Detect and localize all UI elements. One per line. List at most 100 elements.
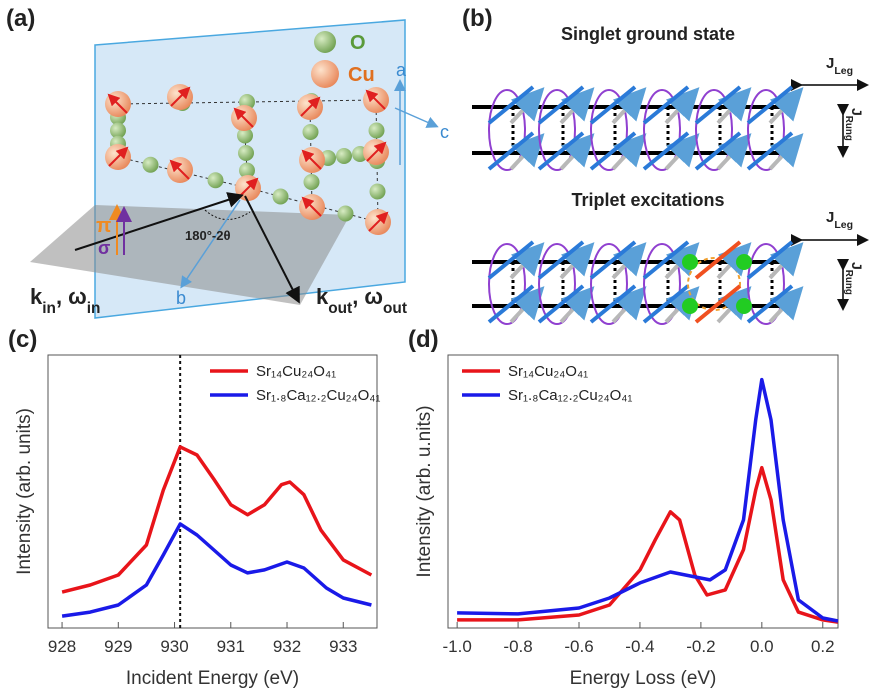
o-atom [110,122,126,139]
omega: ω [364,284,383,309]
x-axis-label: Energy Loss (eV) [570,668,717,689]
x-tick-label: 931 [217,637,245,656]
spin-gray [559,242,595,280]
spin-gray [768,286,804,324]
spin-gray [559,286,595,324]
k-sub: in [42,300,56,317]
spin-blue [589,284,637,324]
omega: ω [68,284,87,309]
x-tick-label: 929 [104,637,132,656]
pi-label: π [96,215,111,237]
x-tick-label: 928 [48,637,76,656]
spin [170,86,191,107]
j-sub: Rung [844,270,855,295]
o-atom [239,162,255,179]
x-tick-label: -1.0 [442,637,471,656]
y-axis-label: Intensity (arb. u.nits) [414,405,435,577]
spin-gray [716,242,752,280]
spinon [736,298,752,314]
legend-label: Sr₁.₈Ca₁₂.₂Cu₂₄O₄₁ [508,387,632,404]
c-axis [394,107,439,128]
axis-c: c [440,122,449,142]
j: J [849,108,865,116]
spin-blue [589,85,637,125]
o-atom [207,172,224,189]
spin [301,149,322,170]
spin [366,141,387,162]
spin-gray [559,87,595,125]
spin-blue [487,284,535,324]
bond [117,99,377,105]
spin-blue [694,240,742,280]
spin-gray [768,87,804,125]
omega-sub: in [87,300,101,317]
spin-blue [642,284,690,324]
legend-label: Sr₁₄Cu₂₄O₄₁ [508,363,588,380]
o-atom [272,188,289,205]
o-icon [314,31,336,53]
singlet-bond [538,89,576,171]
spin-blue [694,131,742,171]
omega-sub: out [383,300,407,317]
o-atom [237,127,253,144]
o-atom [368,122,385,139]
x-tick-label: -0.6 [564,637,593,656]
b-axis [180,199,241,289]
axes-frame [47,354,378,629]
singlet-bond [747,89,785,171]
axes-frame [447,354,839,629]
legend-o: O [350,32,366,54]
singlet-bond [747,243,785,325]
spin [107,93,128,114]
series-line [61,522,372,618]
spin-blue [642,131,690,171]
cu-icon [311,60,339,88]
spin-gray [559,133,595,171]
spin [169,159,190,180]
spin-gray [664,286,700,324]
spin-blue [487,131,535,171]
spin [365,89,386,110]
y-axis-label: Intensity (arb. units) [14,408,35,575]
j: J [849,262,865,270]
spin-gray [768,242,804,280]
triplet-title: Triplet excitations [571,190,724,210]
spin [368,211,389,232]
singlet-bond [488,243,526,325]
spinon [736,254,752,270]
panel-label: (b) [462,5,493,32]
singlet-bond [590,243,628,325]
sep: , [56,284,68,309]
singlet-bond [643,89,681,171]
axis-a: a [396,60,407,80]
panel-b: (b) Singlet ground state Triplet excitat… [462,5,869,325]
spin [233,107,254,128]
spinon [682,254,698,270]
j-sub: Rung [844,116,855,141]
spin-blue [746,284,794,324]
j-rung: JRung [844,108,866,141]
spin-blue [487,240,535,280]
spin-blue [537,240,585,280]
spin-gray [716,286,752,324]
series-line [61,445,373,594]
spin-gray [509,286,545,324]
singlet-bond [590,89,628,171]
axis-b: b [176,288,186,308]
x-tick-label: -0.2 [686,637,715,656]
x-tick-label: 0.0 [750,637,774,656]
spin-blue [589,240,637,280]
spin-gray [768,133,804,171]
singlet-bond [538,243,576,325]
spin-blue [537,284,585,324]
panel-a: (a) O Cu a c b π σ 180°-2θ kin, ωin kout… [6,5,449,319]
spin-blue [746,85,794,125]
spin-gray [611,87,647,125]
singlet-title: Singlet ground state [561,24,735,44]
spin-gray [509,133,545,171]
j: J [826,209,834,226]
x-axis-label: Incident Energy (eV) [126,668,299,689]
spin [108,146,129,167]
spin-gray [664,242,700,280]
spin-gray [664,87,700,125]
